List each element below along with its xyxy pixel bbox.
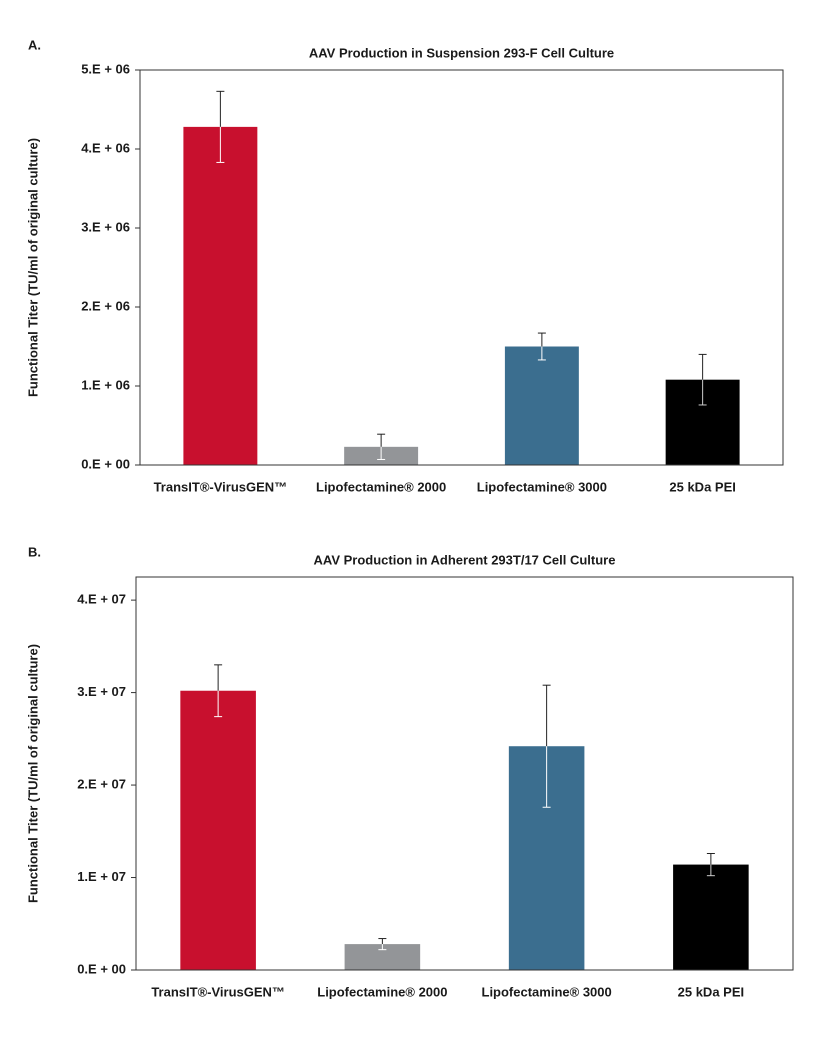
error-bar: [537, 332, 546, 361]
error-bar: [706, 852, 715, 877]
error-bar: [216, 90, 225, 163]
plot-frame: [139, 69, 784, 466]
bar: [504, 346, 579, 465]
x-tick-label: Lipofectamine® 2000: [317, 984, 447, 999]
plot-frame: [135, 576, 794, 971]
bar: [673, 864, 749, 970]
x-tick-label: TransIT®-VirusGEN™: [154, 479, 288, 494]
x-tick-label: Lipofectamine® 2000: [316, 479, 446, 494]
y-tick-label: 1.E + 07: [77, 869, 126, 884]
x-tick-label: TransIT®-VirusGEN™: [151, 984, 285, 999]
error-bar: [377, 433, 386, 460]
y-axis-label: Functional Titer (TU/ml of original cult…: [25, 138, 40, 397]
chart-title: AAV Production in Adherent 293T/17 Cell …: [314, 552, 616, 567]
y-tick-label: 5.E + 06: [81, 61, 130, 76]
y-tick-label: 4.E + 07: [77, 592, 126, 607]
bar: [183, 126, 258, 465]
x-tick-label: Lipofectamine® 3000: [482, 984, 612, 999]
error-bar: [214, 664, 223, 718]
y-tick-label: 0.E + 00: [81, 456, 130, 471]
y-tick-label: 2.E + 07: [77, 776, 126, 791]
y-tick-label: 2.E + 06: [81, 298, 130, 313]
x-tick-label: 25 kDa PEI: [678, 984, 745, 999]
bar: [180, 690, 256, 970]
y-tick-label: 0.E + 00: [77, 961, 126, 976]
y-tick-label: 3.E + 06: [81, 219, 130, 234]
panel-label: A.: [28, 37, 41, 52]
panel-label: B.: [28, 544, 41, 559]
y-tick-label: 1.E + 06: [81, 377, 130, 392]
x-tick-label: 25 kDa PEI: [669, 479, 736, 494]
x-tick-label: Lipofectamine® 3000: [477, 479, 607, 494]
y-axis-label: Functional Titer (TU/ml of original cult…: [25, 644, 40, 903]
chart-title: AAV Production in Suspension 293-F Cell …: [309, 45, 614, 60]
error-bar: [542, 684, 551, 808]
y-tick-label: 4.E + 06: [81, 140, 130, 155]
y-tick-label: 3.E + 07: [77, 684, 126, 699]
error-bar: [698, 353, 707, 406]
error-bar: [378, 938, 387, 951]
